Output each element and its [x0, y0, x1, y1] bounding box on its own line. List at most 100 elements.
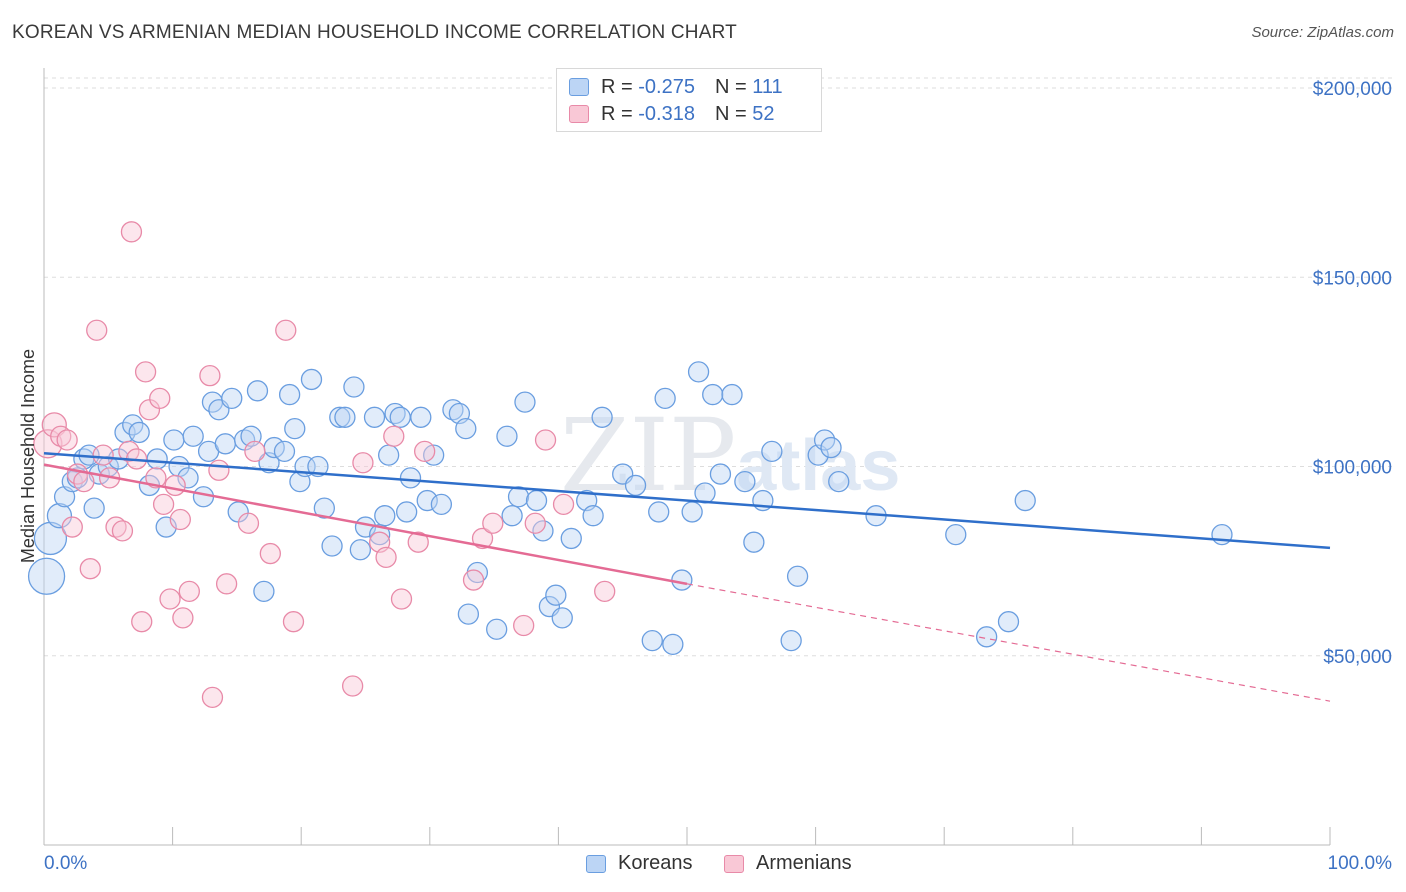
korean-point-35 — [273, 440, 296, 463]
korean-point-92 — [721, 383, 743, 406]
korean-point-91 — [709, 463, 732, 485]
armenian-point-6 — [73, 470, 95, 493]
armenian-point-33 — [259, 542, 281, 565]
series-legend: Koreans Armenians — [0, 852, 1406, 878]
korean-point-46 — [343, 376, 365, 398]
korean-point-49 — [363, 406, 386, 428]
armenian-point-29 — [208, 459, 230, 481]
armenian-point-14 — [120, 221, 143, 243]
korean-point-60 — [430, 493, 453, 516]
korean-point-43 — [321, 535, 343, 557]
korean-point-93 — [734, 470, 756, 493]
korean-point-26 — [214, 433, 236, 455]
correlation-legend: R = -0.275 N = 111 R = -0.318 N = 52 — [556, 68, 822, 132]
armenian-point-13 — [118, 440, 140, 463]
armenian-point-42 — [407, 531, 429, 553]
korean-point-68 — [501, 505, 523, 527]
korean-point-22 — [192, 486, 215, 508]
legend-item-armenians: Armenians — [724, 852, 852, 875]
x-tick-label-min: 0.0% — [44, 853, 87, 874]
korean-point-74 — [545, 584, 567, 606]
armenian-point-26 — [178, 580, 200, 603]
armenian-point-28 — [201, 686, 224, 709]
legend-label-koreans: Koreans — [618, 852, 693, 874]
korean-point-37 — [284, 417, 306, 440]
korean-point-72 — [532, 520, 554, 542]
source-label: Source: ZipAtlas.com — [1251, 24, 1394, 41]
korean-point-66 — [486, 618, 508, 640]
korean-point-88 — [687, 361, 710, 383]
legend-row-armenians: R = -0.318 N = 52 — [569, 102, 774, 126]
korean-point-36 — [278, 383, 301, 406]
armenian-point-27 — [199, 365, 221, 387]
armenian-point-46 — [482, 512, 504, 534]
armenian-point-4 — [61, 516, 83, 538]
armenian-point-1 — [41, 412, 67, 438]
legend-row-koreans: R = -0.275 N = 111 — [569, 75, 783, 99]
armenian-trend-extension — [686, 583, 1331, 702]
korean-point-56 — [399, 467, 422, 489]
armenian-point-48 — [524, 512, 546, 534]
korean-point-82 — [641, 629, 663, 652]
korean-point-1 — [33, 521, 68, 556]
armenian-point-37 — [352, 452, 374, 474]
trend-lines — [43, 452, 1331, 702]
armenian-point-30 — [215, 573, 238, 595]
armenian-point-16 — [131, 611, 153, 633]
korean-point-71 — [525, 489, 548, 512]
korean-point-75 — [551, 607, 573, 629]
korean-point-2 — [46, 503, 73, 529]
korean-point-41 — [307, 455, 329, 478]
armenian-point-51 — [594, 580, 616, 603]
armenian-point-7 — [79, 558, 101, 580]
korean-point-31 — [246, 380, 269, 402]
armenian-point-43 — [414, 440, 436, 463]
korean-point-54 — [389, 406, 411, 428]
legend-item-koreans: Koreans — [586, 852, 693, 875]
axes — [43, 68, 1331, 846]
legend-n-label: N = — [714, 102, 747, 125]
korean-point-67 — [496, 425, 518, 447]
armenian-point-39 — [375, 546, 397, 568]
korean-point-21 — [182, 425, 204, 447]
korean-point-47 — [349, 539, 372, 561]
armenian-point-36 — [341, 675, 364, 697]
armenian-point-41 — [390, 588, 413, 610]
korean-point-102 — [828, 470, 850, 493]
korean-points — [27, 361, 1233, 656]
korean-point-97 — [780, 629, 802, 652]
korean-legend-icon — [586, 854, 606, 873]
armenian-point-31 — [237, 512, 260, 534]
korean-point-85 — [662, 633, 684, 656]
korean-point-64 — [457, 603, 480, 625]
korean-point-105 — [975, 626, 998, 648]
korean-point-63 — [455, 417, 477, 440]
armenian-swatch-icon — [569, 105, 589, 123]
korean-point-84 — [654, 387, 676, 410]
korean-point-86 — [671, 569, 693, 591]
legend-r-label: R = — [601, 75, 633, 98]
korean-swatch-icon — [569, 78, 589, 96]
legend-n-value: 52 — [752, 102, 775, 125]
korean-point-58 — [416, 489, 438, 512]
legend-r-label: R = — [601, 102, 633, 125]
korean-point-94 — [743, 531, 765, 553]
armenian-point-23 — [164, 474, 186, 497]
armenian-point-12 — [111, 520, 134, 542]
armenian-point-9 — [92, 444, 114, 466]
korean-point-44 — [329, 406, 351, 428]
y-axis-label: Median Household Income — [18, 349, 38, 563]
korean-point-51 — [374, 505, 396, 527]
korean-point-96 — [761, 440, 783, 463]
korean-point-61 — [442, 399, 464, 421]
korean-point-106 — [997, 611, 1020, 633]
armenian-point-2 — [50, 425, 72, 447]
korean-point-98 — [786, 565, 809, 587]
armenian-point-11 — [105, 516, 127, 538]
armenian-point-34 — [275, 319, 297, 341]
korean-point-27 — [221, 387, 243, 410]
armenian-point-22 — [159, 588, 181, 610]
armenian-legend-icon — [724, 854, 744, 873]
armenian-point-44 — [462, 569, 485, 591]
